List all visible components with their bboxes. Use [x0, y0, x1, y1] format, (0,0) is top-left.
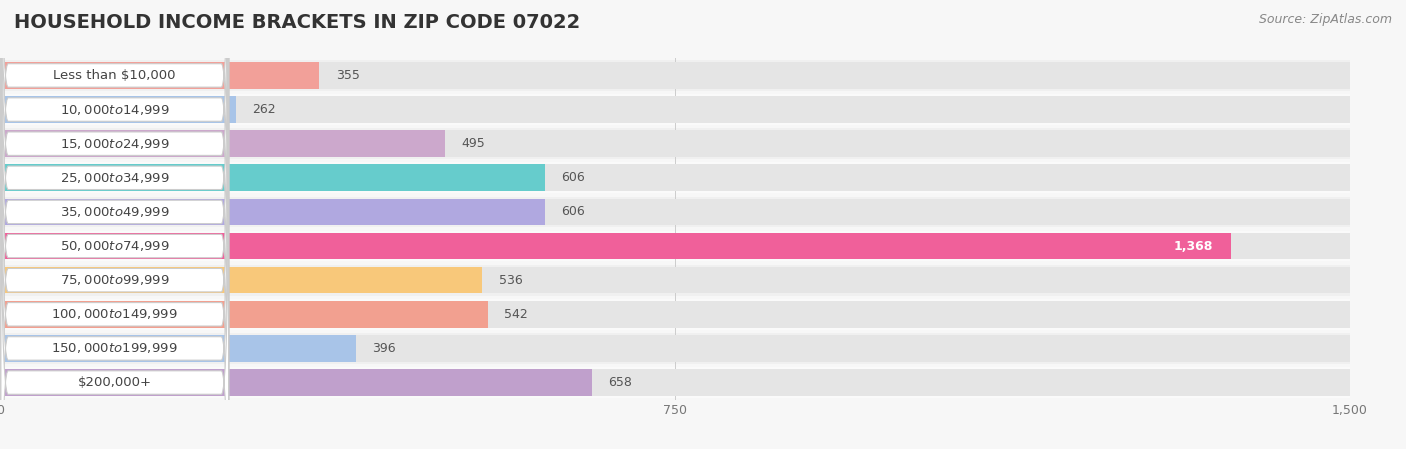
Bar: [0, 335, 356, 362]
Text: 1,368: 1,368: [1174, 240, 1213, 252]
FancyBboxPatch shape: [1, 0, 229, 405]
Text: 606: 606: [561, 172, 585, 184]
FancyBboxPatch shape: [1, 87, 229, 449]
FancyBboxPatch shape: [1, 19, 229, 449]
Bar: [0, 367, 1350, 398]
Bar: [0, 94, 1350, 125]
FancyBboxPatch shape: [1, 0, 229, 449]
Bar: [0, 163, 1350, 193]
Text: Source: ZipAtlas.com: Source: ZipAtlas.com: [1258, 13, 1392, 26]
Bar: [0, 198, 1350, 225]
Bar: [0, 128, 1350, 159]
Text: $50,000 to $74,999: $50,000 to $74,999: [60, 239, 170, 253]
Text: 262: 262: [252, 103, 276, 116]
Bar: [0, 231, 1350, 261]
Bar: [0, 96, 1350, 123]
Text: $200,000+: $200,000+: [77, 376, 152, 389]
Text: $100,000 to $149,999: $100,000 to $149,999: [52, 307, 179, 321]
Text: $75,000 to $99,999: $75,000 to $99,999: [60, 273, 170, 287]
Bar: [0, 233, 1232, 260]
Bar: [0, 96, 236, 123]
FancyBboxPatch shape: [1, 121, 229, 449]
Text: Less than $10,000: Less than $10,000: [53, 69, 176, 82]
Text: HOUSEHOLD INCOME BRACKETS IN ZIP CODE 07022: HOUSEHOLD INCOME BRACKETS IN ZIP CODE 07…: [14, 13, 581, 32]
FancyBboxPatch shape: [1, 0, 229, 337]
Bar: [0, 233, 1350, 260]
Bar: [0, 130, 446, 157]
Bar: [0, 198, 546, 225]
Bar: [0, 301, 488, 328]
FancyBboxPatch shape: [1, 0, 229, 371]
FancyBboxPatch shape: [1, 53, 229, 449]
Text: $15,000 to $24,999: $15,000 to $24,999: [60, 136, 170, 151]
Bar: [0, 130, 1350, 157]
Bar: [0, 62, 1350, 89]
Bar: [0, 60, 1350, 91]
Bar: [0, 267, 1350, 294]
Bar: [0, 265, 1350, 295]
Bar: [0, 299, 1350, 330]
Text: 536: 536: [499, 274, 522, 286]
Bar: [0, 62, 319, 89]
Bar: [0, 267, 482, 294]
Text: $10,000 to $14,999: $10,000 to $14,999: [60, 102, 170, 117]
Text: $150,000 to $199,999: $150,000 to $199,999: [52, 341, 179, 356]
Bar: [0, 369, 592, 396]
Bar: [0, 333, 1350, 364]
Bar: [0, 164, 546, 191]
Text: 606: 606: [561, 206, 585, 218]
Text: 396: 396: [373, 342, 396, 355]
Text: 542: 542: [503, 308, 527, 321]
Text: 355: 355: [336, 69, 360, 82]
Text: 495: 495: [461, 137, 485, 150]
Text: 658: 658: [609, 376, 633, 389]
Bar: [0, 335, 1350, 362]
Bar: [0, 164, 1350, 191]
Bar: [0, 197, 1350, 227]
Text: $25,000 to $34,999: $25,000 to $34,999: [60, 171, 170, 185]
FancyBboxPatch shape: [1, 0, 229, 439]
Text: $35,000 to $49,999: $35,000 to $49,999: [60, 205, 170, 219]
FancyBboxPatch shape: [1, 0, 229, 449]
Bar: [0, 369, 1350, 396]
Bar: [0, 301, 1350, 328]
